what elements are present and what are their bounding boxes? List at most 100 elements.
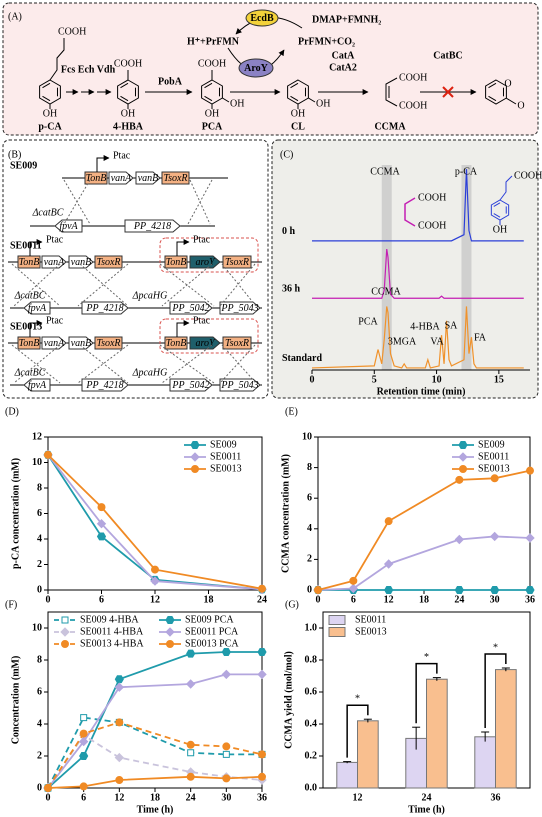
legend-label: SE0011 PCA [185, 626, 239, 637]
legend-label: SE0013 [478, 463, 510, 474]
gene [222, 255, 252, 269]
marker [384, 517, 393, 526]
marker [80, 714, 88, 722]
bar [474, 736, 496, 789]
x-tick-label: 24 [186, 792, 196, 803]
marker [455, 475, 464, 484]
promoter-arrow [29, 239, 43, 256]
series-line [47, 721, 263, 789]
crossover [13, 344, 61, 384]
bond [493, 213, 501, 218]
x-tick-label: 15 [494, 374, 504, 385]
legend-label: SE0011 [478, 451, 509, 462]
annotation: * [424, 652, 429, 663]
legend-label: SE009 4-HBA [80, 614, 139, 625]
bond [120, 95, 129, 102]
label: (B) [8, 149, 21, 160]
legend-label: SE0013 [210, 463, 242, 474]
marker [44, 784, 52, 792]
gene [84, 171, 108, 185]
x-tick-label: 24 [257, 594, 267, 605]
y-tick-label: 0.0 [305, 782, 318, 793]
marker [79, 782, 88, 791]
crossover [161, 263, 213, 307]
series-line [312, 248, 524, 299]
structure [404, 197, 416, 227]
label: TonB [166, 257, 187, 268]
bond [222, 97, 230, 103]
marker [525, 533, 535, 543]
enzyme-badge [245, 9, 279, 27]
highlight-band [461, 165, 472, 370]
marker [383, 559, 394, 569]
bond [42, 95, 51, 102]
marker [186, 772, 195, 781]
legend-marker [61, 640, 69, 648]
label: TonB [166, 338, 187, 349]
x-tick-label: 6 [81, 792, 86, 803]
marker [114, 675, 124, 684]
label: ΔcatBC [32, 207, 64, 218]
bond [290, 95, 299, 102]
panel-label: (F) [5, 599, 17, 610]
y-tick-label: 0.4 [305, 718, 318, 729]
marker [490, 474, 499, 483]
label: TsoxR [96, 338, 120, 349]
bond [505, 97, 517, 105]
y-tick-label: 0.8 [305, 654, 318, 665]
legend-marker [60, 627, 70, 637]
legend-label: SE0011 [355, 614, 386, 625]
gene [17, 255, 41, 269]
marker [221, 669, 232, 680]
label: Ptac [193, 315, 211, 326]
series-line [317, 535, 531, 591]
label: ΔcatBC [14, 367, 46, 378]
series-line [317, 469, 531, 591]
label: p-CA [38, 121, 62, 132]
marker [222, 750, 230, 758]
panel-label: (D) [5, 406, 19, 417]
crossover [79, 263, 129, 307]
label: OH [205, 108, 219, 119]
gene [54, 219, 83, 233]
legend-label: SE0011 4-HBA [80, 626, 144, 637]
legend-swatch [328, 615, 346, 625]
label: TsoxR [96, 257, 120, 268]
legend-marker [458, 452, 468, 462]
y-tick-label: 8 [37, 654, 42, 665]
label: O [504, 78, 511, 89]
label: vanA [44, 338, 65, 349]
gene [189, 336, 221, 350]
legend-marker [191, 465, 199, 473]
peak-label: CCMA [371, 286, 401, 297]
label: CatBC [433, 50, 462, 61]
legend-marker [458, 441, 468, 449]
gene [81, 378, 129, 392]
label: 4-HBA [113, 121, 144, 132]
significance-bracket [484, 653, 507, 728]
marker [454, 534, 465, 545]
marker [489, 531, 500, 542]
label: SE009 [10, 160, 37, 171]
bond [493, 202, 501, 207]
promoter-arrow [29, 320, 43, 337]
label: PrFMN+CO₂ [298, 36, 355, 47]
marker [114, 682, 125, 692]
significance-bracket [415, 662, 438, 724]
y-tick-label: 8 [37, 482, 42, 493]
gene [23, 301, 51, 315]
label: COOH [58, 26, 86, 37]
y-tick-label: 10 [32, 622, 42, 633]
label: PP_5043 [220, 380, 258, 391]
bond [120, 82, 129, 89]
marker [349, 576, 358, 585]
y-tick-label: 0 [37, 782, 42, 793]
x-tick-label: 30 [221, 792, 231, 803]
x-tick-label: 0 [310, 374, 315, 385]
legend-label: SE009 [210, 439, 237, 450]
bond [204, 95, 213, 102]
label: Ptac [46, 315, 64, 326]
x-tick-label: 36 [491, 792, 501, 803]
x-tick-label: 18 [419, 594, 429, 605]
crossover [77, 263, 129, 307]
